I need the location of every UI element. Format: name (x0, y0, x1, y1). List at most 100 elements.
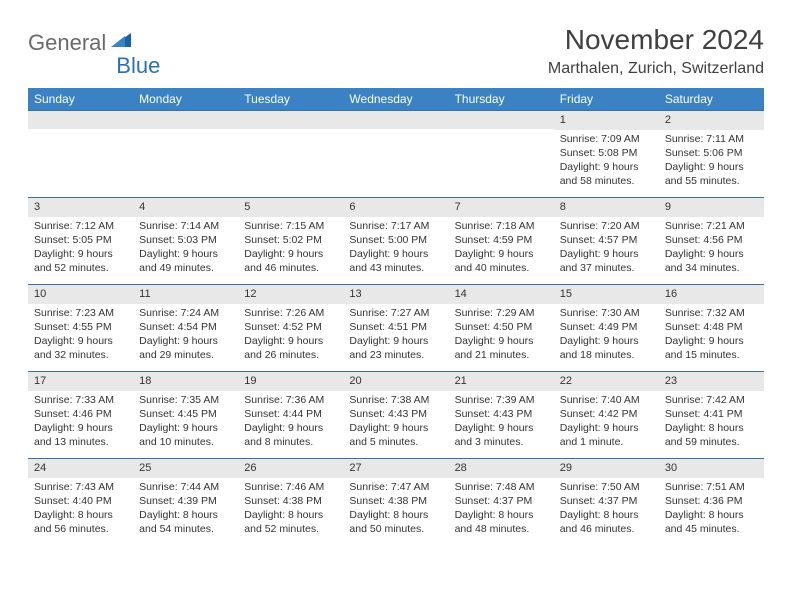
day-number: 21 (449, 372, 554, 391)
day-details: Sunrise: 7:24 AMSunset: 4:54 PMDaylight:… (133, 304, 238, 367)
day-details: Sunrise: 7:15 AMSunset: 5:02 PMDaylight:… (238, 217, 343, 280)
sunset-text: Sunset: 4:48 PM (665, 320, 758, 334)
day-header: Thursday (449, 88, 554, 110)
daylight-text: Daylight: 9 hours and 43 minutes. (349, 247, 442, 275)
day-details: Sunrise: 7:29 AMSunset: 4:50 PMDaylight:… (449, 304, 554, 367)
day-number: 4 (133, 198, 238, 217)
daylight-text: Daylight: 9 hours and 10 minutes. (139, 421, 232, 449)
sunrise-text: Sunrise: 7:17 AM (349, 219, 442, 233)
day-number (28, 111, 133, 129)
day-cell: 12Sunrise: 7:26 AMSunset: 4:52 PMDayligh… (238, 285, 343, 371)
day-number: 9 (659, 198, 764, 217)
sunrise-text: Sunrise: 7:38 AM (349, 393, 442, 407)
day-header: Saturday (659, 88, 764, 110)
day-cell: 4Sunrise: 7:14 AMSunset: 5:03 PMDaylight… (133, 198, 238, 284)
location-text: Marthalen, Zurich, Switzerland (548, 60, 764, 78)
day-cell: 29Sunrise: 7:50 AMSunset: 4:37 PMDayligh… (554, 459, 659, 545)
title-block: November 2024 Marthalen, Zurich, Switzer… (548, 24, 764, 78)
sunset-text: Sunset: 4:43 PM (455, 407, 548, 421)
sunset-text: Sunset: 4:46 PM (34, 407, 127, 421)
day-number: 16 (659, 285, 764, 304)
daylight-text: Daylight: 9 hours and 49 minutes. (139, 247, 232, 275)
daylight-text: Daylight: 9 hours and 21 minutes. (455, 334, 548, 362)
sunset-text: Sunset: 4:57 PM (560, 233, 653, 247)
sunrise-text: Sunrise: 7:40 AM (560, 393, 653, 407)
daylight-text: Daylight: 9 hours and 15 minutes. (665, 334, 758, 362)
day-cell: 18Sunrise: 7:35 AMSunset: 4:45 PMDayligh… (133, 372, 238, 458)
sunset-text: Sunset: 5:06 PM (665, 146, 758, 160)
day-cell: 25Sunrise: 7:44 AMSunset: 4:39 PMDayligh… (133, 459, 238, 545)
day-cell: 16Sunrise: 7:32 AMSunset: 4:48 PMDayligh… (659, 285, 764, 371)
day-details: Sunrise: 7:21 AMSunset: 4:56 PMDaylight:… (659, 217, 764, 280)
sunset-text: Sunset: 4:52 PM (244, 320, 337, 334)
daylight-text: Daylight: 9 hours and 58 minutes. (560, 160, 653, 188)
day-cell: 6Sunrise: 7:17 AMSunset: 5:00 PMDaylight… (343, 198, 448, 284)
day-cell: 17Sunrise: 7:33 AMSunset: 4:46 PMDayligh… (28, 372, 133, 458)
week-row: 1Sunrise: 7:09 AMSunset: 5:08 PMDaylight… (28, 110, 764, 197)
day-number: 8 (554, 198, 659, 217)
month-title: November 2024 (548, 24, 764, 56)
sunset-text: Sunset: 4:45 PM (139, 407, 232, 421)
daylight-text: Daylight: 8 hours and 45 minutes. (665, 508, 758, 536)
day-cell: 1Sunrise: 7:09 AMSunset: 5:08 PMDaylight… (554, 111, 659, 197)
logo-text-main: General (28, 30, 106, 56)
sunrise-text: Sunrise: 7:18 AM (455, 219, 548, 233)
day-details: Sunrise: 7:44 AMSunset: 4:39 PMDaylight:… (133, 478, 238, 541)
day-number: 25 (133, 459, 238, 478)
sunrise-text: Sunrise: 7:14 AM (139, 219, 232, 233)
sunrise-text: Sunrise: 7:26 AM (244, 306, 337, 320)
day-cell (343, 111, 448, 197)
day-details: Sunrise: 7:35 AMSunset: 4:45 PMDaylight:… (133, 391, 238, 454)
week-row: 3Sunrise: 7:12 AMSunset: 5:05 PMDaylight… (28, 197, 764, 284)
sunset-text: Sunset: 4:39 PM (139, 494, 232, 508)
daylight-text: Daylight: 8 hours and 48 minutes. (455, 508, 548, 536)
sunrise-text: Sunrise: 7:35 AM (139, 393, 232, 407)
day-number: 24 (28, 459, 133, 478)
day-header-row: SundayMondayTuesdayWednesdayThursdayFrid… (28, 88, 764, 110)
day-details: Sunrise: 7:32 AMSunset: 4:48 PMDaylight:… (659, 304, 764, 367)
sunset-text: Sunset: 4:55 PM (34, 320, 127, 334)
day-number: 14 (449, 285, 554, 304)
day-cell: 10Sunrise: 7:23 AMSunset: 4:55 PMDayligh… (28, 285, 133, 371)
sunrise-text: Sunrise: 7:33 AM (34, 393, 127, 407)
sunset-text: Sunset: 5:08 PM (560, 146, 653, 160)
day-details: Sunrise: 7:38 AMSunset: 4:43 PMDaylight:… (343, 391, 448, 454)
sunset-text: Sunset: 4:37 PM (560, 494, 653, 508)
day-details: Sunrise: 7:43 AMSunset: 4:40 PMDaylight:… (28, 478, 133, 541)
sunset-text: Sunset: 4:41 PM (665, 407, 758, 421)
day-number: 26 (238, 459, 343, 478)
logo: General Blue (28, 24, 133, 56)
day-cell: 3Sunrise: 7:12 AMSunset: 5:05 PMDaylight… (28, 198, 133, 284)
day-cell: 14Sunrise: 7:29 AMSunset: 4:50 PMDayligh… (449, 285, 554, 371)
day-number: 11 (133, 285, 238, 304)
day-header: Sunday (28, 88, 133, 110)
day-header: Wednesday (343, 88, 448, 110)
sunrise-text: Sunrise: 7:47 AM (349, 480, 442, 494)
daylight-text: Daylight: 9 hours and 23 minutes. (349, 334, 442, 362)
sunset-text: Sunset: 4:36 PM (665, 494, 758, 508)
day-cell (133, 111, 238, 197)
day-number: 23 (659, 372, 764, 391)
daylight-text: Daylight: 8 hours and 46 minutes. (560, 508, 653, 536)
day-details: Sunrise: 7:09 AMSunset: 5:08 PMDaylight:… (554, 130, 659, 193)
sunrise-text: Sunrise: 7:23 AM (34, 306, 127, 320)
day-details: Sunrise: 7:14 AMSunset: 5:03 PMDaylight:… (133, 217, 238, 280)
sunset-text: Sunset: 5:02 PM (244, 233, 337, 247)
day-number: 12 (238, 285, 343, 304)
day-cell: 24Sunrise: 7:43 AMSunset: 4:40 PMDayligh… (28, 459, 133, 545)
day-details: Sunrise: 7:26 AMSunset: 4:52 PMDaylight:… (238, 304, 343, 367)
day-cell: 27Sunrise: 7:47 AMSunset: 4:38 PMDayligh… (343, 459, 448, 545)
daylight-text: Daylight: 9 hours and 18 minutes. (560, 334, 653, 362)
day-details: Sunrise: 7:48 AMSunset: 4:37 PMDaylight:… (449, 478, 554, 541)
sunset-text: Sunset: 4:56 PM (665, 233, 758, 247)
day-cell: 21Sunrise: 7:39 AMSunset: 4:43 PMDayligh… (449, 372, 554, 458)
day-details: Sunrise: 7:27 AMSunset: 4:51 PMDaylight:… (343, 304, 448, 367)
day-number: 17 (28, 372, 133, 391)
day-cell: 15Sunrise: 7:30 AMSunset: 4:49 PMDayligh… (554, 285, 659, 371)
day-cell (28, 111, 133, 197)
daylight-text: Daylight: 8 hours and 50 minutes. (349, 508, 442, 536)
day-cell: 22Sunrise: 7:40 AMSunset: 4:42 PMDayligh… (554, 372, 659, 458)
daylight-text: Daylight: 9 hours and 34 minutes. (665, 247, 758, 275)
day-number: 28 (449, 459, 554, 478)
sunset-text: Sunset: 4:49 PM (560, 320, 653, 334)
